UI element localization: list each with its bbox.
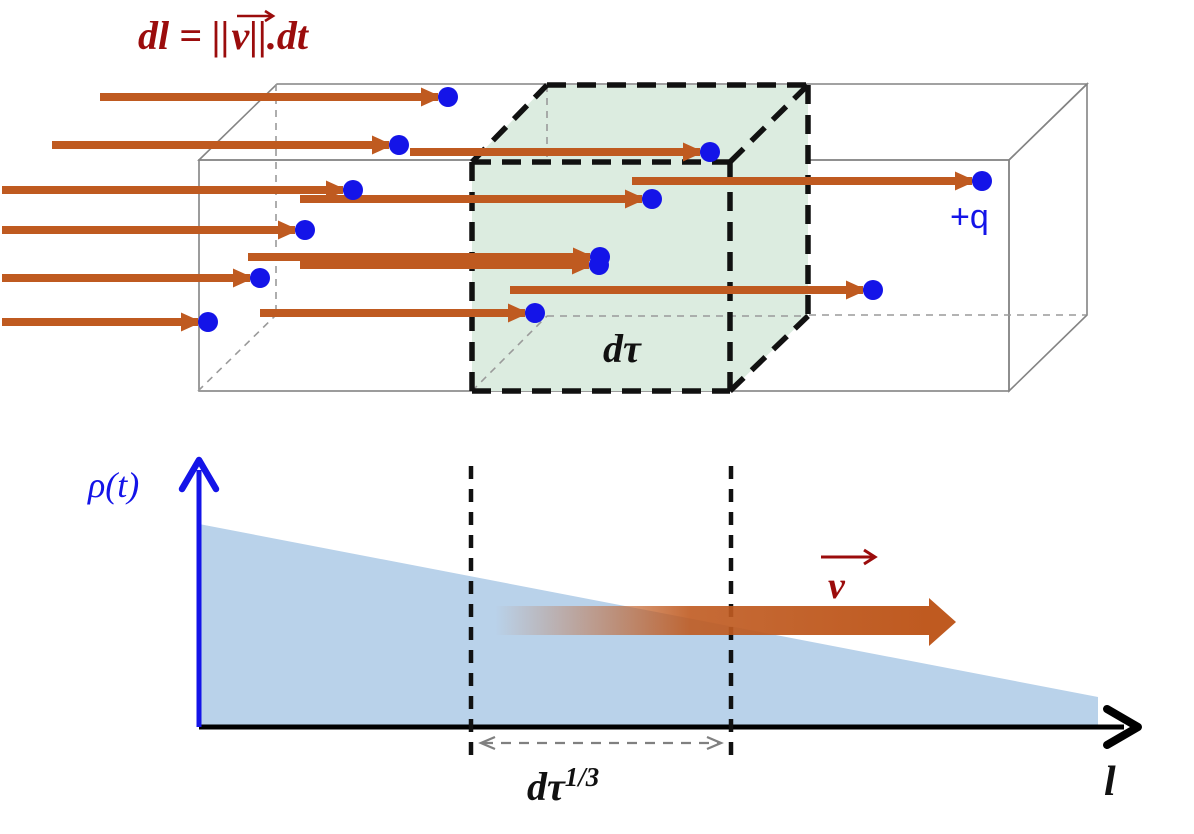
svg-text:v: v [828,565,846,607]
svg-text:dl = ||v||.dt: dl = ||v||.dt [138,13,310,58]
svg-text:dτ1/3: dτ1/3 [527,762,599,809]
svg-text:l: l [1104,759,1116,805]
svg-text:dτ: dτ [603,326,642,371]
svg-text:ρ(t): ρ(t) [87,465,139,505]
svg-text:+q: +q [950,198,989,236]
